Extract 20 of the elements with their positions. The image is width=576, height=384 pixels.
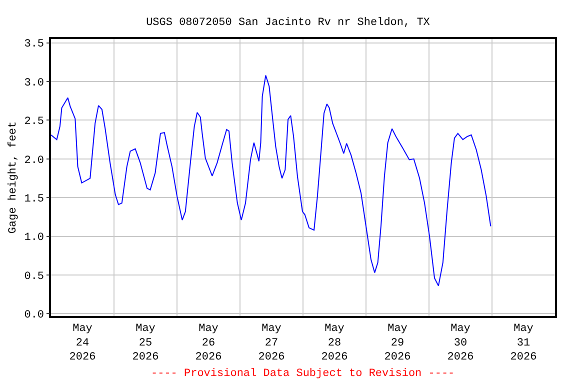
text: ---- Provisional Data Subject to Revision ---- xyxy=(151,368,455,380)
y-tick-label: 2.5 xyxy=(24,116,44,128)
x-tick-label: May 24 2026 xyxy=(69,322,96,364)
y-tick-label: 1.5 xyxy=(24,193,44,206)
y-tick-label: 0.5 xyxy=(24,270,44,283)
x-tick-label: May 29 2026 xyxy=(384,322,411,364)
y-tick-label: 1.0 xyxy=(24,232,44,244)
x-tick-label: May 26 2026 xyxy=(195,322,222,364)
y-tick-label: 3.5 xyxy=(24,38,44,51)
x-tick-label: May 30 2026 xyxy=(447,322,474,364)
line-series xyxy=(51,74,492,286)
x-tick-label: May 31 2026 xyxy=(510,322,537,364)
x-tick-label: May 28 2026 xyxy=(321,322,348,364)
y-tick-label: 2.0 xyxy=(24,154,44,167)
x-tick-label: May 25 2026 xyxy=(132,322,159,364)
y-axis-title: Gage height, feet xyxy=(7,121,20,234)
y-tick-label: 3.0 xyxy=(24,77,44,90)
chart-title: USGS 08072050 San Jacinto Rv nr Sheldon, TX xyxy=(146,16,430,29)
y-tick-label: 0.0 xyxy=(24,310,44,322)
x-tick-label: May 27 2026 xyxy=(258,322,285,364)
